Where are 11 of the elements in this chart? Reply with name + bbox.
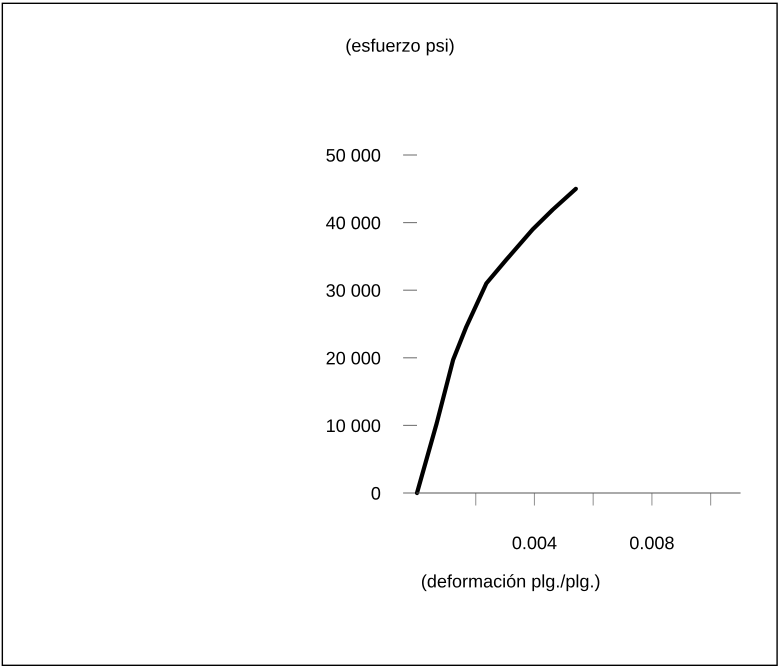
- y-tick-label: 20 000: [326, 352, 380, 365]
- y-tick-label: 40 000: [326, 216, 380, 230]
- y-tick-label: 0: [372, 486, 380, 500]
- x-tick-label: 0.004: [512, 536, 557, 550]
- y-tick-label: 30 000: [326, 284, 380, 297]
- y-tick-label: 10 000: [327, 419, 380, 432]
- y-tick-label: 50 000: [326, 148, 380, 162]
- x-tick-label: 0.008: [630, 536, 674, 550]
- line-series: [414, 186, 578, 496]
- x-axis-title: (deformación plg./plg.): [422, 574, 600, 592]
- text: (esfuerzo psi): [346, 38, 454, 56]
